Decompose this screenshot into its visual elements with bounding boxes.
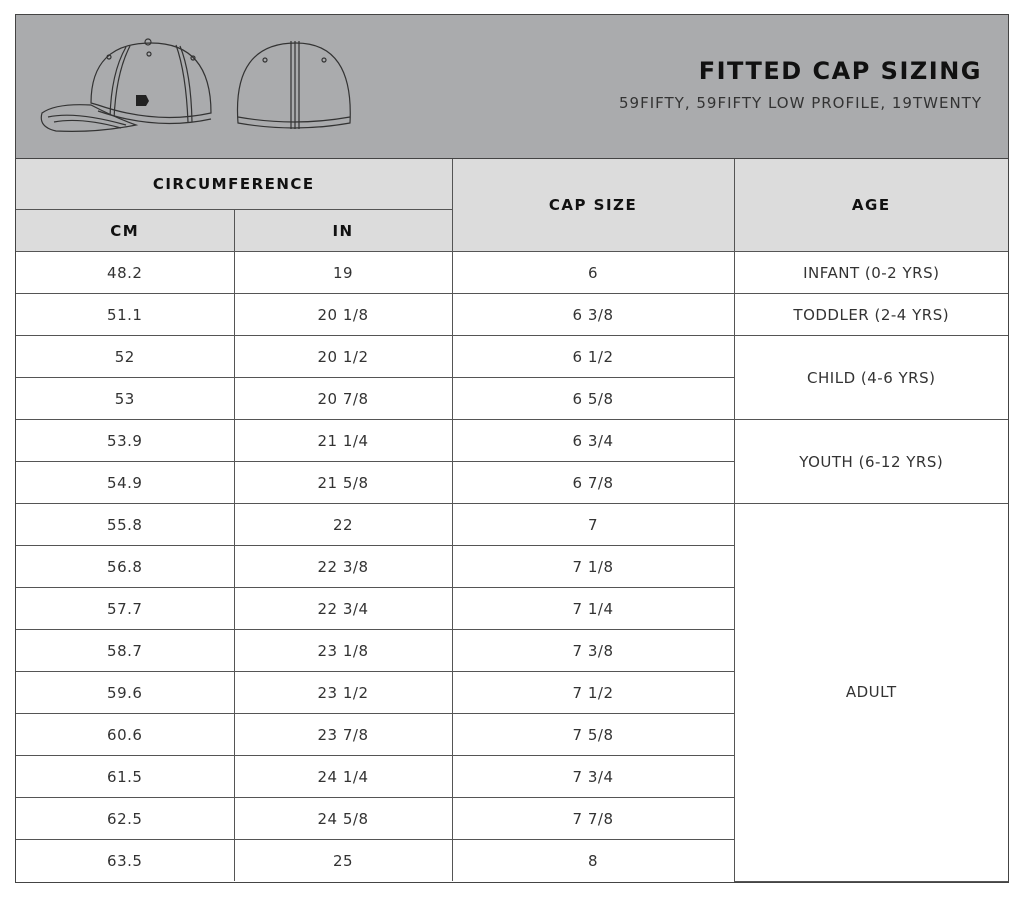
cap-size-cell: 7 1/8 [451, 545, 735, 588]
table-row: 55.8 22 7 ADULT [16, 503, 1008, 882]
table-row: 61.5 24 1/4 7 3/4 [16, 755, 1008, 798]
cap-size-cell: 7 1/4 [451, 587, 735, 630]
cap-size-cell: 7 5/8 [451, 713, 735, 756]
table-row: 57.7 22 3/4 7 1/4 [16, 587, 1008, 630]
table-row: 51.1 20 1/8 6 3/8 TODDLER (2-4 YRS) [16, 293, 1008, 336]
table-row: 53 20 7/8 6 5/8 [16, 377, 1008, 420]
cap-size-cell: 6 [451, 251, 735, 294]
table-row: 60.6 23 7/8 7 5/8 [16, 713, 1008, 756]
cm-cell: 53 [16, 377, 235, 420]
in-cell: 22 [233, 503, 453, 546]
cm-cell: 57.7 [16, 587, 235, 630]
table-row: 63.5 25 8 [16, 839, 1008, 881]
size-table: CIRCUMFERENCE CAP SIZE AGE CM IN 48.2 19 6… [16, 159, 1008, 882]
cm-cell: 54.9 [16, 461, 235, 504]
table-row: 48.2 19 6 INFANT (0-2 YRS) [16, 251, 1008, 294]
sizing-chart: FITTED CAP SIZING 59FIFTY, 59FIFTY LOW P… [15, 14, 1009, 883]
in-cell: 22 3/8 [233, 545, 453, 588]
age-cell: CHILD (4-6 YRS) [733, 335, 1008, 420]
cap-size-cell: 6 1/2 [451, 335, 735, 378]
cm-cell: 55.8 [16, 503, 235, 546]
in-cell: 23 1/2 [233, 671, 453, 714]
age-cell: INFANT (0-2 YRS) [733, 251, 1008, 294]
cap-size-cell: 7 3/4 [451, 755, 735, 798]
table-row: 52 20 1/2 6 1/2 CHILD (4-6 YRS) [16, 335, 1008, 420]
table-row: 53.9 21 1/4 6 3/4 YOUTH (6-12 YRS) [16, 419, 1008, 504]
cm-cell: 48.2 [16, 251, 235, 294]
cap-illustration [40, 38, 351, 132]
cap-size-cell: 8 [451, 839, 735, 881]
age-cell: TODDLER (2-4 YRS) [733, 293, 1008, 336]
header-in: IN [233, 209, 453, 252]
in-cell: 20 7/8 [233, 377, 453, 420]
cm-cell: 52 [16, 335, 235, 378]
cm-cell: 56.8 [16, 545, 235, 588]
cap-size-cell: 6 3/4 [451, 419, 735, 462]
in-cell: 21 1/4 [233, 419, 453, 462]
in-cell: 19 [233, 251, 453, 294]
in-cell: 23 1/8 [233, 629, 453, 672]
cm-cell: 61.5 [16, 755, 235, 798]
banner: FITTED CAP SIZING 59FIFTY, 59FIFTY LOW P… [16, 15, 1008, 159]
cap-size-cell: 7 [451, 503, 735, 546]
cm-cell: 63.5 [16, 839, 235, 881]
header-age: AGE [733, 159, 1008, 252]
header-cm: CM [16, 209, 235, 252]
table-row: 58.7 23 1/8 7 3/8 [16, 629, 1008, 672]
age-cell: YOUTH (6-12 YRS) [733, 419, 1008, 504]
in-cell: 23 7/8 [233, 713, 453, 756]
cap-size-cell: 6 5/8 [451, 377, 735, 420]
page-subtitle: 59FIFTY, 59FIFTY LOW PROFILE, 19TWENTY [619, 94, 982, 112]
cm-cell: 58.7 [16, 629, 235, 672]
in-cell: 25 [233, 839, 453, 881]
cm-cell: 60.6 [16, 713, 235, 756]
cm-cell: 53.9 [16, 419, 235, 462]
in-cell: 24 5/8 [233, 797, 453, 840]
table-row: 59.6 23 1/2 7 1/2 [16, 671, 1008, 714]
in-cell: 20 1/8 [233, 293, 453, 336]
header-cap-size: CAP SIZE [451, 159, 735, 252]
table-row: 62.5 24 5/8 7 7/8 [16, 797, 1008, 840]
in-cell: 24 1/4 [233, 755, 453, 798]
table-row: 54.9 21 5/8 6 7/8 [16, 461, 1008, 504]
in-cell: 20 1/2 [233, 335, 453, 378]
in-cell: 22 3/4 [233, 587, 453, 630]
age-cell: ADULT [733, 503, 1008, 882]
cap-size-cell: 6 3/8 [451, 293, 735, 336]
table-row: 56.8 22 3/8 7 1/8 [16, 545, 1008, 588]
cm-cell: 59.6 [16, 671, 235, 714]
cap-size-cell: 7 7/8 [451, 797, 735, 840]
header-circumference: CIRCUMFERENCE [16, 159, 453, 210]
cm-cell: 62.5 [16, 797, 235, 840]
cm-cell: 51.1 [16, 293, 235, 336]
page-title: FITTED CAP SIZING [698, 57, 982, 85]
in-cell: 21 5/8 [233, 461, 453, 504]
cap-size-cell: 7 3/8 [451, 629, 735, 672]
cap-size-cell: 7 1/2 [451, 671, 735, 714]
cap-size-cell: 6 7/8 [451, 461, 735, 504]
